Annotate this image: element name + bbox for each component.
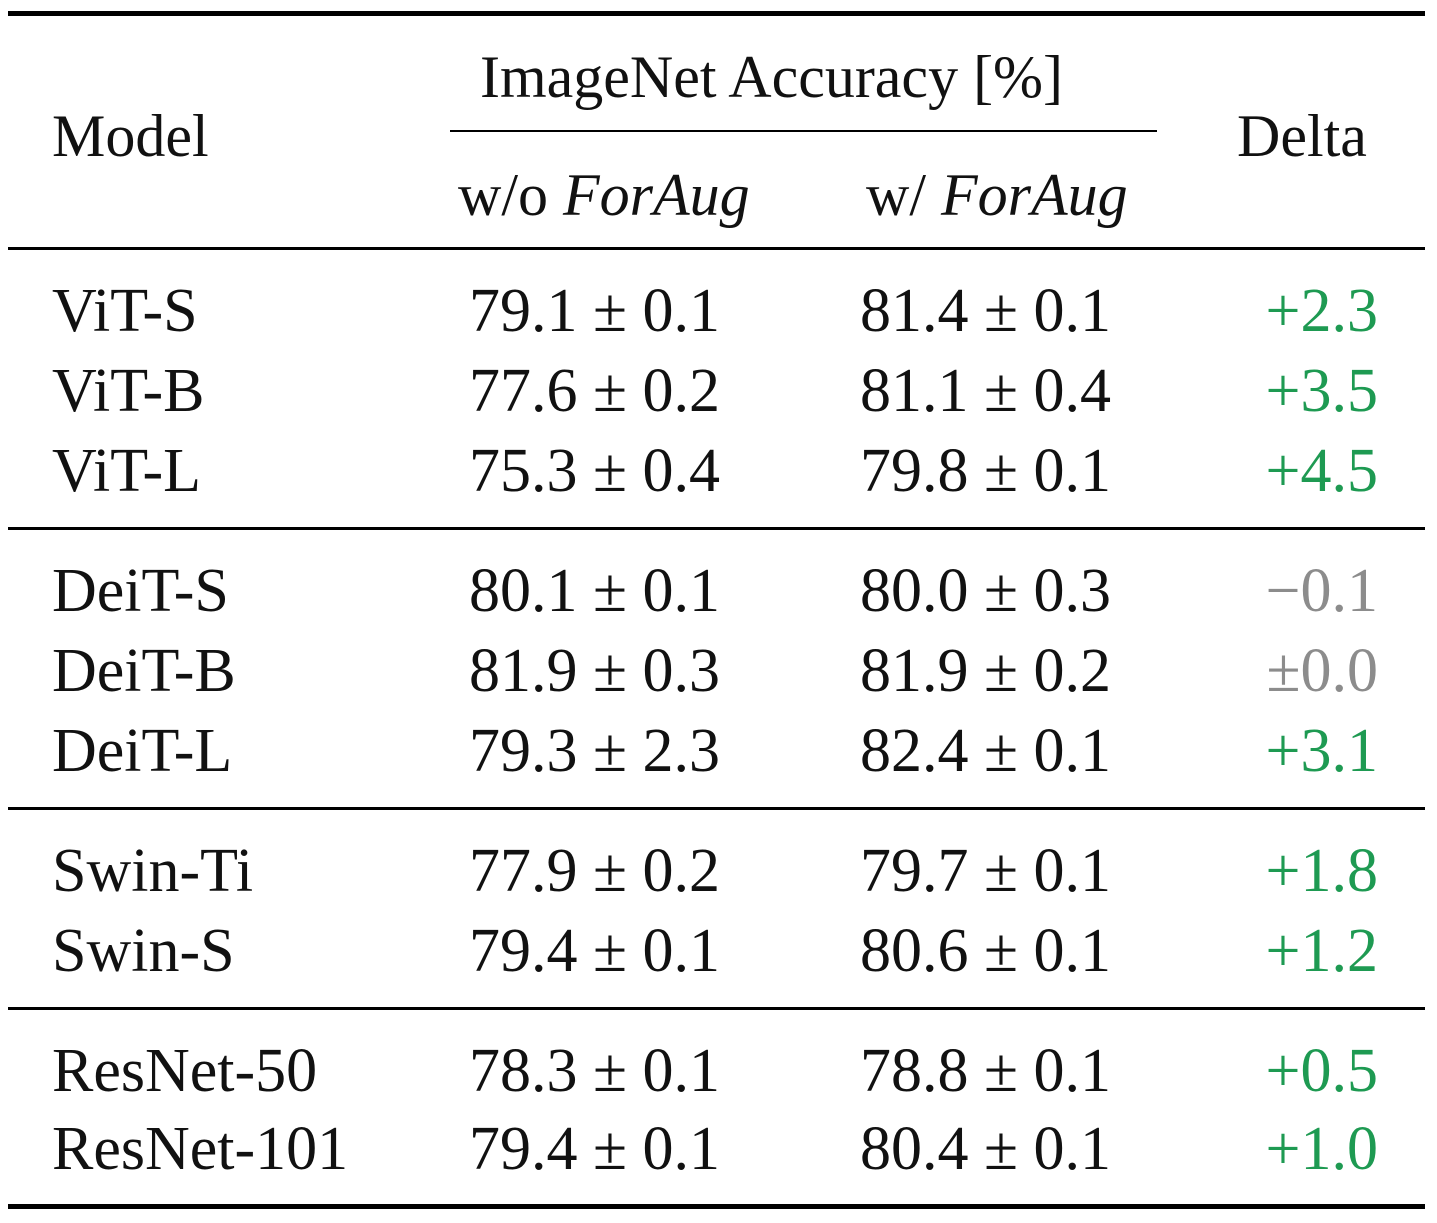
header-wo-prefix: w/o xyxy=(458,162,563,228)
accuracy-with: 82.4 ± 0.1 xyxy=(860,717,1112,785)
delta-value: +1.0 xyxy=(1265,1115,1378,1183)
model-name: DeiT-S xyxy=(52,557,229,625)
top-rule xyxy=(8,11,1425,16)
accuracy-without: 80.1 ± 0.1 xyxy=(469,557,721,625)
header-rule xyxy=(8,247,1425,250)
bottom-rule xyxy=(8,1204,1425,1209)
header-without-foraug: w/o ForAug xyxy=(458,165,750,225)
delta-value: +0.5 xyxy=(1265,1037,1378,1105)
group-divider xyxy=(8,527,1425,530)
header-method-name: ForAug xyxy=(563,162,750,228)
accuracy-with: 80.6 ± 0.1 xyxy=(860,917,1112,985)
accuracy-with: 79.8 ± 0.1 xyxy=(860,437,1112,505)
accuracy-with: 79.7 ± 0.1 xyxy=(860,837,1112,905)
model-name: ViT-B xyxy=(52,357,205,425)
accuracy-without: 81.9 ± 0.3 xyxy=(469,637,721,705)
group-divider xyxy=(8,807,1425,810)
model-name: Swin-Ti xyxy=(52,837,254,905)
accuracy-with: 78.8 ± 0.1 xyxy=(860,1037,1112,1105)
delta-value: +1.2 xyxy=(1265,917,1378,985)
delta-value: +1.8 xyxy=(1265,837,1378,905)
model-name: Swin-S xyxy=(52,917,235,985)
model-name: ResNet-50 xyxy=(52,1037,318,1105)
model-name: ViT-L xyxy=(52,437,201,505)
accuracy-with: 80.0 ± 0.3 xyxy=(860,557,1112,625)
model-name: ViT-S xyxy=(52,277,198,345)
group-header-underline xyxy=(450,130,1157,132)
delta-value: −0.1 xyxy=(1265,557,1378,625)
accuracy-with: 81.1 ± 0.4 xyxy=(860,357,1112,425)
model-name: ResNet-101 xyxy=(52,1115,349,1183)
accuracy-without: 79.1 ± 0.1 xyxy=(469,277,721,345)
accuracy-without: 77.9 ± 0.2 xyxy=(469,837,721,905)
accuracy-without: 79.4 ± 0.1 xyxy=(469,1115,721,1183)
delta-value: +3.5 xyxy=(1265,357,1378,425)
delta-value: ±0.0 xyxy=(1266,637,1378,705)
accuracy-with: 81.4 ± 0.1 xyxy=(860,277,1112,345)
delta-value: +4.5 xyxy=(1265,437,1378,505)
accuracy-without: 79.3 ± 2.3 xyxy=(469,717,721,785)
header-imagenet-accuracy: ImageNet Accuracy [%] xyxy=(480,44,1064,110)
accuracy-without: 75.3 ± 0.4 xyxy=(469,437,721,505)
accuracy-without: 79.4 ± 0.1 xyxy=(469,917,721,985)
accuracy-without: 78.3 ± 0.1 xyxy=(469,1037,721,1105)
group-divider xyxy=(8,1007,1425,1010)
model-name: DeiT-L xyxy=(52,717,233,785)
delta-value: +2.3 xyxy=(1265,277,1378,345)
header-delta: Delta xyxy=(1237,103,1367,169)
header-model: Model xyxy=(52,103,209,169)
header-method-name: ForAug xyxy=(941,162,1128,228)
header-w-prefix: w/ xyxy=(866,162,941,228)
accuracy-without: 77.6 ± 0.2 xyxy=(469,357,721,425)
delta-value: +3.1 xyxy=(1265,717,1378,785)
accuracy-with: 80.4 ± 0.1 xyxy=(860,1115,1112,1183)
accuracy-with: 81.9 ± 0.2 xyxy=(860,637,1112,705)
model-name: DeiT-B xyxy=(52,637,236,705)
header-with-foraug: w/ ForAug xyxy=(866,165,1128,225)
